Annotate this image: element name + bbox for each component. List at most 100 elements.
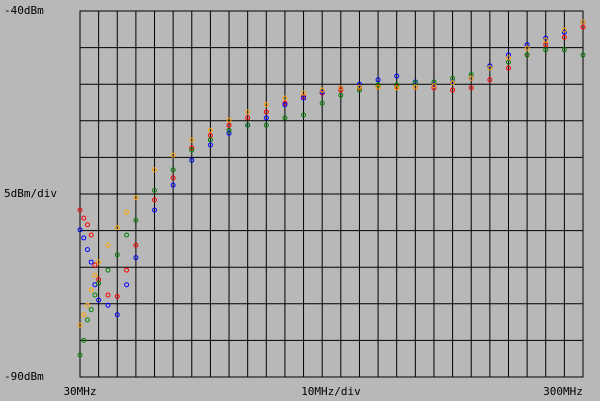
data-point <box>468 75 474 81</box>
data-point <box>105 302 111 308</box>
data-point <box>468 85 474 91</box>
data-point <box>226 117 232 123</box>
data-point <box>124 267 130 273</box>
data-point <box>356 81 362 87</box>
data-point <box>84 247 90 253</box>
data-point <box>245 109 251 115</box>
data-point <box>245 115 251 121</box>
data-point <box>375 82 381 88</box>
data-point <box>88 259 94 265</box>
data-point <box>338 87 344 93</box>
data-point <box>375 77 381 83</box>
data-point <box>189 137 195 143</box>
data-point <box>96 297 102 303</box>
data-point <box>96 280 102 286</box>
data-point <box>84 222 90 228</box>
data-point <box>263 102 269 108</box>
data-point <box>282 102 288 108</box>
data-point <box>96 259 102 265</box>
data-point <box>524 45 530 51</box>
data-point <box>543 37 549 43</box>
data-point <box>301 95 307 101</box>
data-point <box>170 182 176 188</box>
data-point <box>77 352 83 358</box>
data-point <box>487 65 493 71</box>
data-point <box>114 312 120 318</box>
data-point <box>170 152 176 158</box>
data-point <box>375 84 381 90</box>
data-point <box>133 217 139 223</box>
data-point <box>356 87 362 93</box>
data-point <box>394 85 400 91</box>
data-point <box>84 317 90 323</box>
data-point <box>170 175 176 181</box>
data-point <box>245 122 251 128</box>
data-point <box>207 127 213 133</box>
data-point <box>524 52 530 58</box>
data-point <box>580 19 586 25</box>
data-point <box>105 242 111 248</box>
data-point <box>450 80 456 86</box>
data-point <box>189 157 195 163</box>
data-point <box>124 232 130 238</box>
data-point <box>505 52 511 58</box>
data-point <box>301 90 307 96</box>
data-point <box>226 127 232 133</box>
y-div-label: 5dBm/div <box>4 187 57 200</box>
data-point <box>77 322 83 328</box>
data-point <box>105 292 111 298</box>
data-point <box>81 337 87 343</box>
y-tick-label: -40dBm <box>4 4 44 17</box>
data-point <box>431 85 437 91</box>
data-point <box>114 293 120 299</box>
data-point <box>282 115 288 121</box>
data-point <box>88 287 94 293</box>
x-div-label: 10MHz/div <box>301 385 361 398</box>
data-point <box>207 142 213 148</box>
data-point <box>561 47 567 53</box>
data-point <box>81 312 87 318</box>
data-point <box>431 83 437 89</box>
data-point <box>133 255 139 261</box>
data-point <box>263 109 269 115</box>
data-point <box>301 112 307 118</box>
data-point <box>561 27 567 33</box>
data-point <box>282 95 288 101</box>
data-point <box>152 197 158 203</box>
data-point <box>319 89 325 95</box>
data-point <box>450 87 456 93</box>
data-point <box>263 115 269 121</box>
x-tick-label: 300MHz <box>543 385 583 398</box>
data-point <box>319 87 325 93</box>
data-point <box>543 35 549 41</box>
data-point <box>505 55 511 61</box>
data-point <box>152 167 158 173</box>
y-tick-label: -90dBm <box>4 370 44 383</box>
data-point <box>580 24 586 30</box>
data-point <box>189 145 195 151</box>
data-point <box>133 242 139 248</box>
data-point <box>189 147 195 153</box>
data-point <box>487 63 493 69</box>
data-point <box>394 73 400 79</box>
data-point <box>124 209 130 215</box>
data-point <box>226 130 232 136</box>
data-point <box>263 122 269 128</box>
data-point <box>543 47 549 53</box>
x-tick-label: 30MHz <box>63 385 96 398</box>
data-point <box>81 235 87 241</box>
data-point <box>356 84 362 90</box>
data-point <box>77 207 83 213</box>
data-point <box>561 29 567 35</box>
data-point <box>88 307 94 313</box>
data-point <box>105 267 111 273</box>
data-point <box>338 85 344 91</box>
data-point <box>152 207 158 213</box>
data-point <box>88 232 94 238</box>
data-point <box>92 272 98 278</box>
data-point <box>124 282 130 288</box>
data-point <box>207 137 213 143</box>
data-point <box>412 84 418 90</box>
